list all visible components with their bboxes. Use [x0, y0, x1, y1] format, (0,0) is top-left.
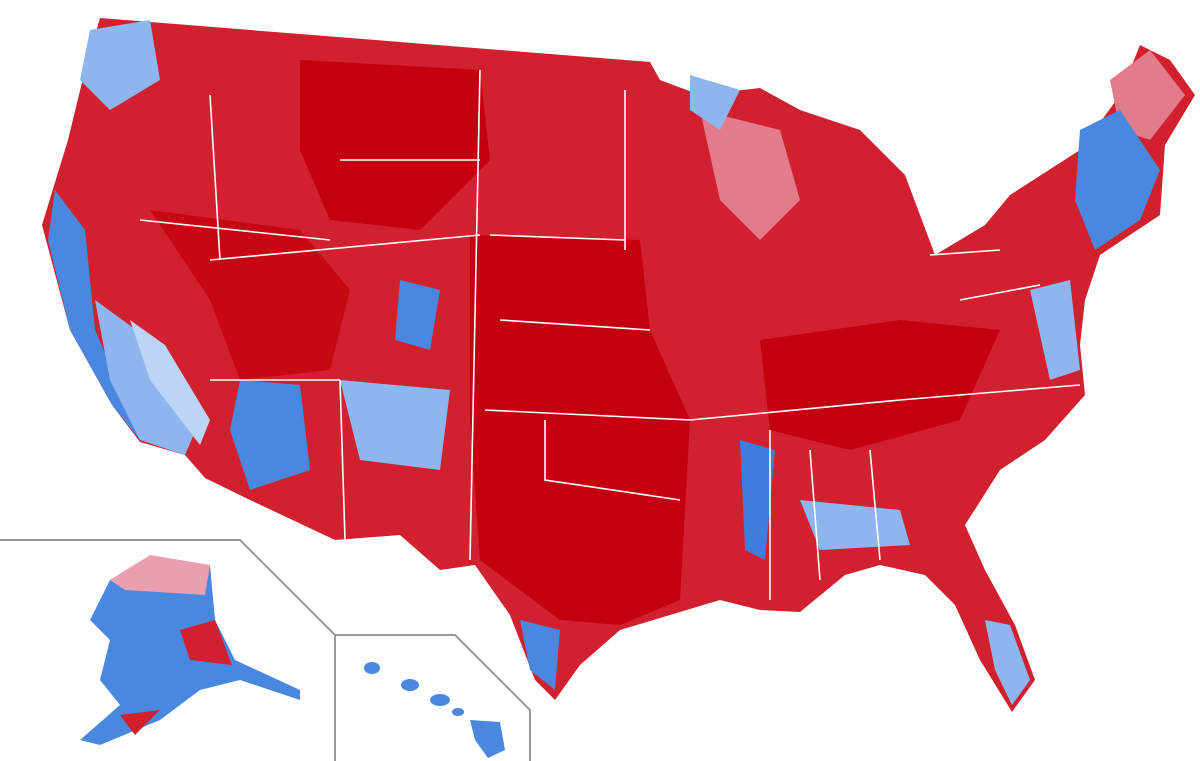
island [430, 694, 450, 706]
red-region [120, 710, 160, 735]
light-blue-region [800, 500, 910, 550]
island [401, 679, 419, 691]
hawaii [364, 662, 505, 758]
blue-west-coast [48, 190, 140, 440]
light-red-region [1110, 50, 1185, 140]
island [364, 662, 380, 674]
blue-region [395, 280, 440, 350]
dark-red-region [300, 60, 490, 230]
light-red-region [700, 110, 800, 240]
contiguous-us [42, 18, 1195, 712]
dark-red-region [470, 235, 690, 625]
inset-frames [0, 539, 531, 761]
island [470, 720, 505, 758]
alaska [80, 555, 300, 745]
dark-red-region [150, 210, 350, 380]
light-blue-region [690, 75, 740, 130]
light-blue-region [95, 300, 200, 455]
blue-region [230, 380, 310, 490]
hawaii-frame [335, 634, 531, 761]
blue-new-england [1075, 110, 1160, 250]
light-blue-region [80, 20, 160, 110]
blue-region [520, 620, 560, 690]
alaska-frame [0, 539, 336, 761]
island [452, 708, 464, 716]
pale-blue-region [130, 320, 210, 445]
dark-red-region [760, 320, 1000, 450]
blue-region [740, 440, 775, 560]
light-red-region [110, 555, 210, 595]
light-blue-region [985, 620, 1030, 705]
light-blue-region [340, 380, 450, 470]
state-borders [139, 69, 1081, 600]
red-region [180, 620, 232, 665]
light-blue-region [1030, 280, 1080, 380]
